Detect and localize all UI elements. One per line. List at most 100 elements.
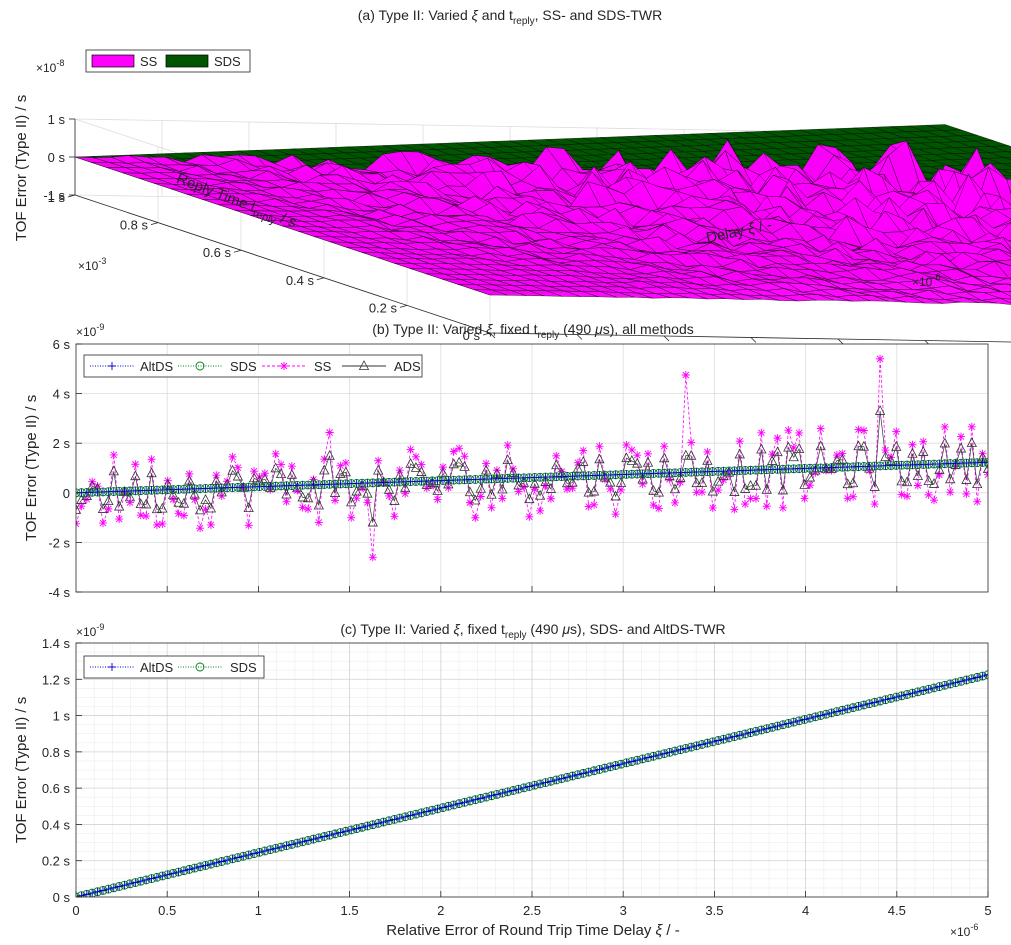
series-ads-point	[686, 450, 697, 460]
series-ss-point	[762, 502, 771, 511]
series-c-altds-point	[595, 765, 604, 774]
series-ads-point	[945, 473, 956, 484]
series-ss-point	[109, 450, 118, 459]
panel-a-y-tick-label: 0.4 s	[286, 273, 315, 288]
series-c-altds-point	[115, 882, 124, 891]
series-ads-point	[232, 470, 244, 481]
series-ads-point	[76, 504, 82, 514]
series-c-altds-point	[978, 672, 987, 681]
series-ads-point	[502, 454, 513, 465]
series-ss-point	[746, 494, 755, 503]
series-c-altds-point	[498, 789, 507, 798]
series-ads-point	[405, 458, 416, 468]
series-ads-point	[302, 492, 314, 503]
series-ss-point	[919, 437, 928, 446]
series-c-altds-point	[665, 748, 674, 757]
series-ss-point	[449, 447, 458, 456]
ss-surface-patch	[987, 283, 1011, 293]
series-ads-point	[874, 405, 886, 415]
ss-surface-patch	[993, 219, 1011, 229]
ss-surface-patch	[996, 259, 1011, 267]
panel-a-y-tick-label: 1 s	[48, 190, 66, 205]
sds-surface-patch	[990, 145, 1011, 152]
series-ss-point	[82, 495, 91, 504]
series-ss-point	[617, 485, 626, 494]
panel-a-x-tick	[489, 332, 496, 339]
series-c-altds-point	[708, 737, 717, 746]
panel-b-title: (b) Type II: Varied ξ, fixed treply (490…	[372, 321, 694, 341]
legend-b-marker	[280, 362, 288, 370]
series-ads-point	[891, 440, 902, 451]
series-ss-point	[228, 452, 237, 461]
series-ads-point	[351, 485, 362, 496]
panel-a-y-tick	[150, 222, 159, 225]
series-c-altds-point	[854, 702, 863, 711]
panel-c-y-tick-label: 0.2 s	[42, 854, 71, 869]
series-ads-point	[475, 482, 486, 493]
series-c-altds-point	[174, 868, 183, 877]
series-ss-point	[320, 455, 329, 464]
panel-c-legend: AltDS SDS	[83, 655, 265, 679]
series-ss-point	[77, 502, 86, 511]
series-ss-point	[671, 498, 680, 507]
ss-surface-patch	[995, 208, 1011, 220]
ss-surface-patch	[1001, 291, 1011, 297]
legend-ss-swatch	[91, 54, 135, 68]
series-c-altds-point	[546, 777, 555, 786]
legend-c-altds-label: AltDS	[140, 660, 174, 675]
series-ads-point	[497, 483, 508, 494]
series-c-altds-point	[552, 775, 561, 784]
series-ss-point	[816, 424, 825, 433]
series-ads-point	[594, 453, 605, 464]
series-ads-point	[567, 476, 578, 487]
series-ss-point	[98, 519, 107, 528]
panel-a-y-exponent: ×10-3	[78, 256, 106, 273]
series-ads-point	[955, 442, 967, 453]
legend-c-sds-label: SDS	[230, 660, 257, 675]
series-ads-point	[718, 470, 729, 480]
series-ss-point	[190, 495, 199, 504]
series-c-altds-point	[304, 836, 313, 845]
panel-a-y-tick	[482, 332, 491, 336]
series-ss-point	[644, 449, 653, 458]
series-ads-point	[146, 467, 157, 478]
series-ads-point	[286, 469, 298, 479]
panel-a-x-tick	[576, 334, 583, 340]
series-c-altds-point	[865, 699, 874, 708]
series-ads-point	[912, 470, 924, 481]
series-ads-point	[729, 486, 740, 496]
panel-a-y-tick-label: 0.6 s	[203, 245, 232, 260]
panel-c-x-tick-label: 0.5	[158, 903, 176, 918]
series-ss-point	[125, 498, 134, 507]
series-ss-point	[136, 511, 145, 520]
series-ss-point	[390, 512, 399, 521]
series-c-altds-point	[908, 689, 917, 698]
series-c-altds-point	[449, 800, 458, 809]
series-c-altds-point	[88, 889, 97, 897]
legend-c-marker	[108, 663, 116, 671]
series-ss-point	[519, 483, 528, 492]
series-ss-point	[757, 428, 766, 437]
series-c-altds-point	[379, 818, 388, 827]
panel-b-y-tick-label: 4 s	[53, 387, 71, 402]
series-ads-point	[750, 479, 762, 490]
series-ss-point	[719, 476, 728, 485]
series-ads-point	[982, 463, 988, 474]
panel-b-y-tick-label: 0	[63, 486, 70, 501]
series-ads-point	[864, 462, 875, 473]
series-ss-point	[913, 481, 922, 490]
series-ads-point	[788, 451, 799, 462]
series-c-altds-point	[401, 812, 410, 821]
series-ads-point	[227, 464, 238, 475]
series-c-altds-point	[374, 819, 383, 828]
sds-surface-patch	[986, 157, 1011, 164]
series-ss-point	[687, 438, 696, 447]
series-ss-point	[940, 422, 949, 431]
series-ads-point	[659, 452, 670, 463]
series-ss-point	[363, 498, 372, 507]
series-c-altds-point	[444, 802, 453, 811]
series-c-altds-point	[293, 839, 302, 848]
series-c-altds-point	[606, 762, 615, 771]
series-c-altds-point	[352, 824, 361, 833]
series-c-altds-point	[935, 682, 944, 691]
